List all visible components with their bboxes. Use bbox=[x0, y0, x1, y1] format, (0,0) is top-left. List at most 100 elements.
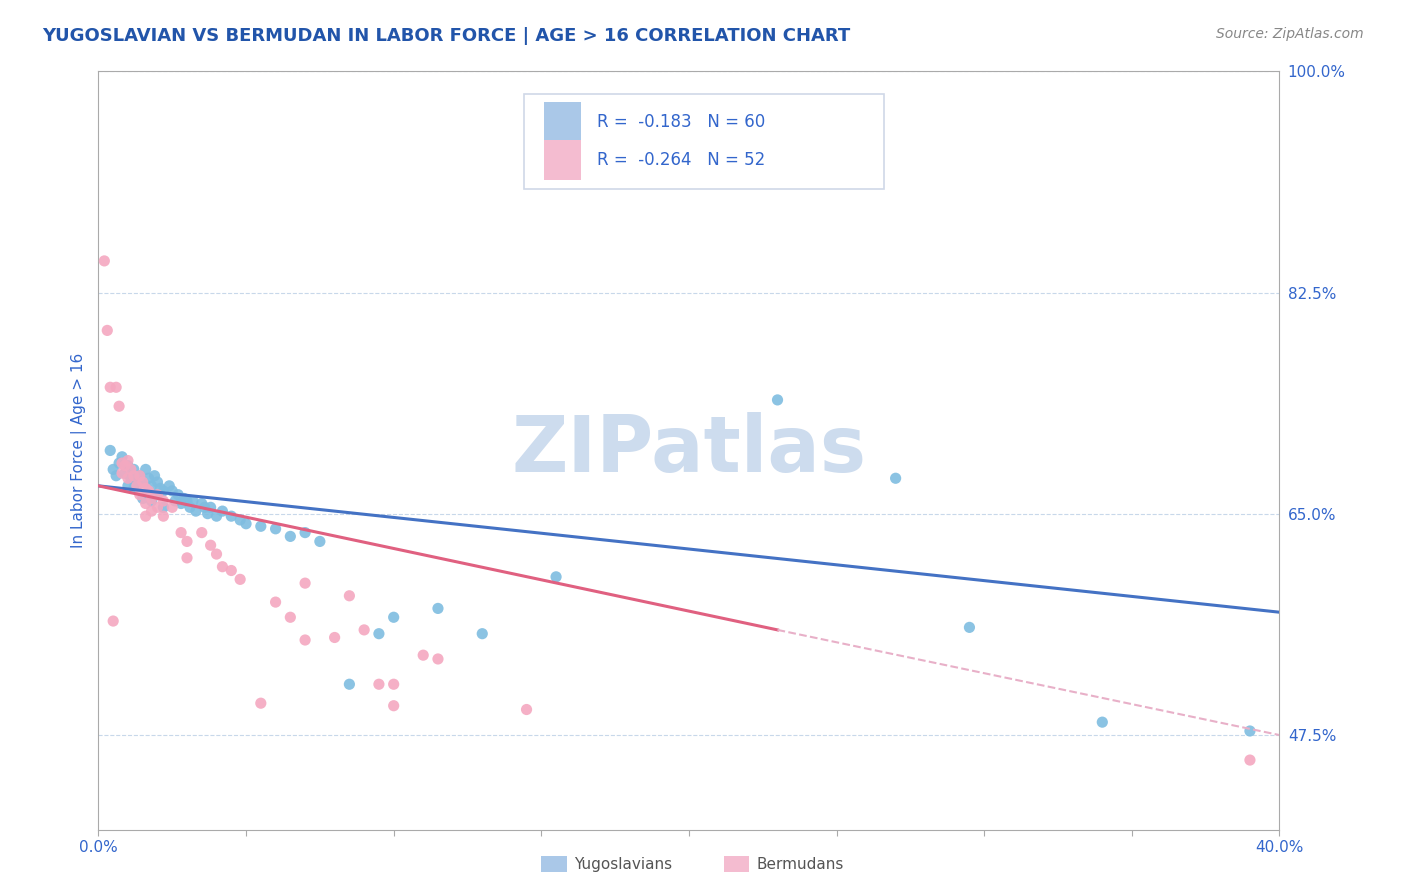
Point bbox=[117, 471, 139, 485]
Text: YUGOSLAVIAN VS BERMUDAN IN LABOR FORCE | AGE > 16 CORRELATION CHART: YUGOSLAVIAN VS BERMUDAN IN LABOR FORCE |… bbox=[42, 27, 851, 45]
Point bbox=[152, 509, 174, 524]
Point bbox=[120, 462, 142, 476]
Point bbox=[128, 468, 150, 483]
Point bbox=[176, 550, 198, 565]
Point bbox=[108, 456, 131, 470]
Point bbox=[471, 626, 494, 640]
Point bbox=[98, 380, 121, 394]
Point bbox=[138, 483, 160, 498]
Text: Source: ZipAtlas.com: Source: ZipAtlas.com bbox=[1216, 27, 1364, 41]
Point bbox=[221, 564, 243, 578]
Point bbox=[138, 471, 160, 485]
Point bbox=[197, 507, 219, 521]
Point bbox=[117, 453, 139, 467]
Text: ZIPatlas: ZIPatlas bbox=[512, 412, 866, 489]
Point bbox=[162, 483, 183, 498]
Point bbox=[211, 559, 233, 574]
FancyBboxPatch shape bbox=[523, 95, 884, 189]
Point bbox=[143, 468, 166, 483]
Point bbox=[98, 443, 121, 458]
Point bbox=[152, 500, 174, 515]
Point bbox=[141, 479, 163, 493]
Point bbox=[141, 504, 163, 518]
Point bbox=[250, 519, 273, 533]
Point bbox=[176, 494, 198, 508]
Point bbox=[135, 462, 157, 476]
Point bbox=[339, 677, 361, 691]
Point bbox=[382, 698, 405, 713]
Point bbox=[382, 610, 405, 624]
Point bbox=[250, 696, 273, 710]
Point bbox=[146, 488, 169, 502]
Point bbox=[280, 529, 302, 543]
Point bbox=[205, 509, 228, 524]
Point bbox=[191, 525, 214, 540]
Point bbox=[114, 458, 136, 473]
Point bbox=[194, 500, 217, 515]
Point bbox=[200, 538, 222, 552]
Point bbox=[165, 494, 187, 508]
Point bbox=[132, 491, 155, 506]
Point bbox=[170, 525, 193, 540]
Point bbox=[170, 496, 193, 510]
Point bbox=[382, 677, 405, 691]
Point bbox=[294, 525, 316, 540]
Point bbox=[309, 534, 332, 549]
Point bbox=[105, 468, 128, 483]
Point bbox=[103, 614, 125, 628]
Point bbox=[181, 494, 204, 508]
Point bbox=[108, 399, 131, 413]
Point bbox=[122, 468, 145, 483]
Point bbox=[427, 652, 450, 666]
Point bbox=[235, 516, 257, 531]
Point bbox=[516, 702, 538, 716]
Point bbox=[141, 494, 163, 508]
Point bbox=[884, 471, 907, 485]
Point bbox=[125, 475, 148, 489]
Point bbox=[122, 462, 145, 476]
Point bbox=[149, 482, 172, 496]
Point bbox=[135, 482, 157, 496]
Point bbox=[141, 491, 163, 506]
Point bbox=[179, 500, 201, 515]
Point bbox=[167, 488, 190, 502]
Point bbox=[125, 479, 148, 493]
Point bbox=[368, 626, 391, 640]
Point bbox=[546, 570, 568, 584]
Point bbox=[229, 573, 252, 587]
Point bbox=[111, 467, 134, 481]
Point bbox=[959, 620, 981, 634]
Point bbox=[176, 534, 198, 549]
Point bbox=[264, 522, 287, 536]
Point bbox=[146, 475, 169, 489]
Point bbox=[229, 513, 252, 527]
Point bbox=[1091, 715, 1114, 730]
Point bbox=[173, 491, 195, 506]
Point bbox=[294, 576, 316, 591]
Point bbox=[157, 479, 180, 493]
Point bbox=[294, 633, 316, 648]
Point bbox=[103, 462, 125, 476]
Point bbox=[368, 677, 391, 691]
Point bbox=[117, 479, 139, 493]
Point bbox=[205, 547, 228, 561]
Point bbox=[427, 601, 450, 615]
Point bbox=[412, 648, 434, 662]
Point bbox=[111, 456, 134, 470]
Point bbox=[120, 471, 142, 485]
Point bbox=[184, 504, 207, 518]
Point bbox=[96, 323, 118, 337]
Point bbox=[117, 458, 139, 473]
Point bbox=[1239, 724, 1261, 739]
Bar bbox=[544, 140, 582, 180]
Point bbox=[146, 500, 169, 515]
Point bbox=[162, 500, 183, 515]
Point bbox=[111, 450, 134, 464]
Text: Yugoslavians: Yugoslavians bbox=[574, 857, 672, 871]
Point bbox=[353, 623, 375, 637]
Bar bbox=[544, 103, 582, 142]
Point bbox=[132, 475, 155, 489]
Point bbox=[152, 483, 174, 498]
Point bbox=[221, 509, 243, 524]
Point bbox=[152, 494, 174, 508]
